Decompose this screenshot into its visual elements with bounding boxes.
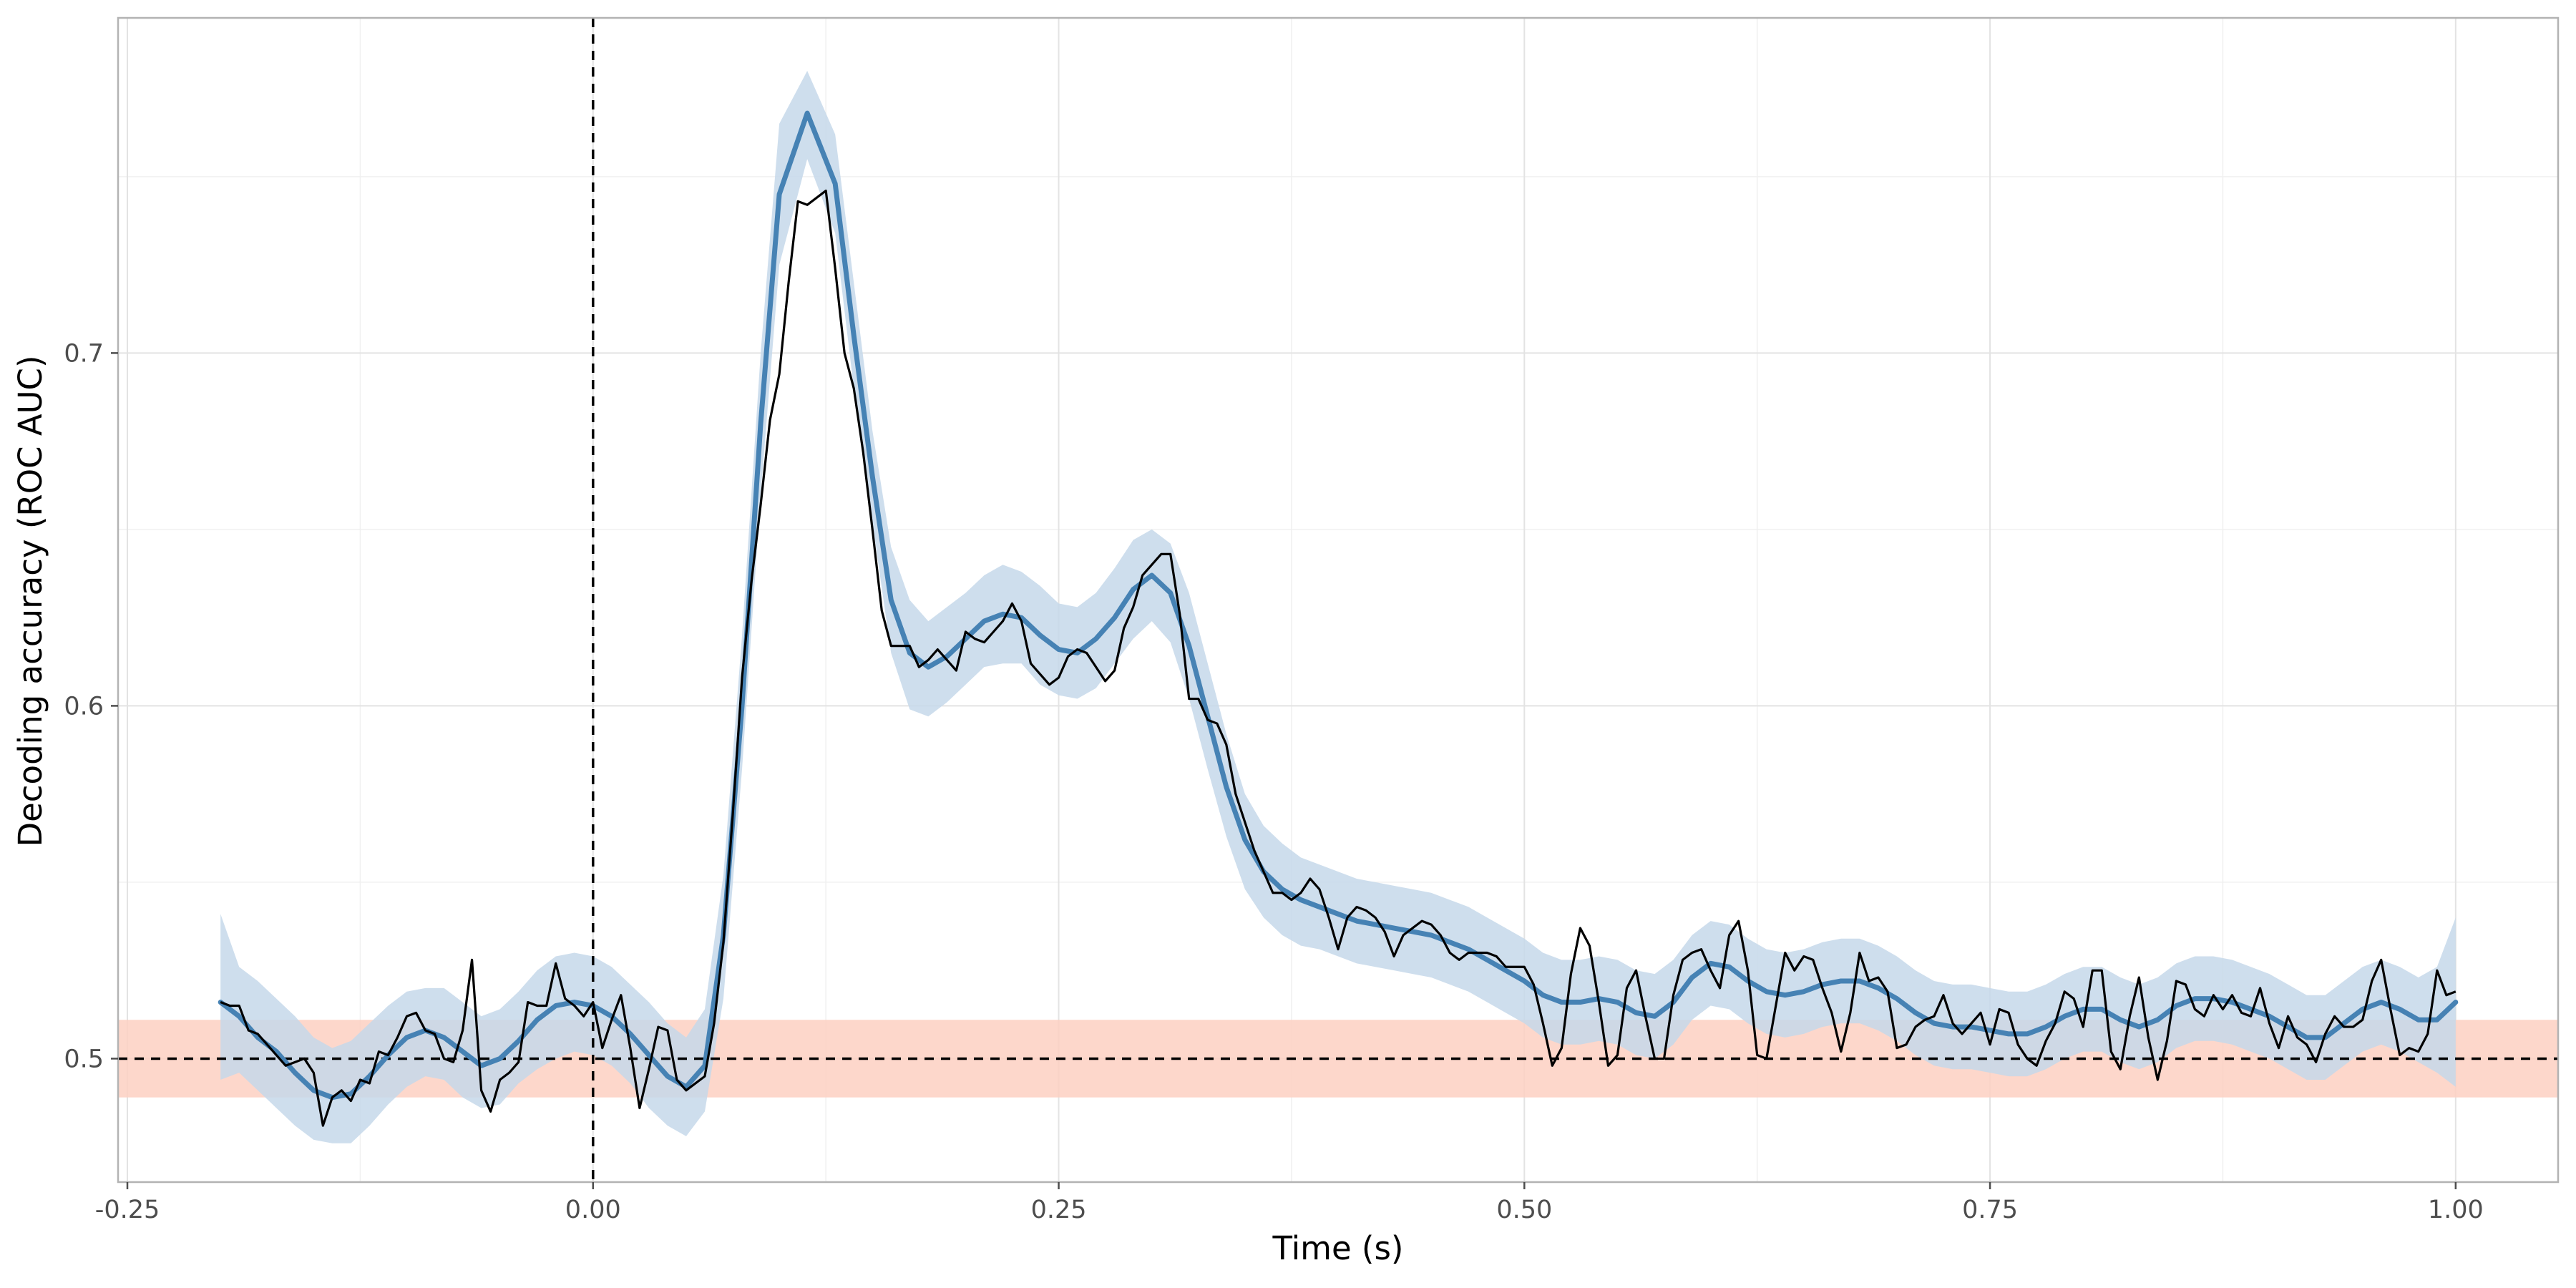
raw-accuracy-line — [220, 189, 2457, 1127]
x-axis-title: Time (s) — [1272, 1229, 1404, 1267]
x-tick-label: -0.25 — [95, 1196, 160, 1224]
reference-lines-layer — [118, 18, 2558, 1182]
x-tick-label: 1.00 — [2428, 1196, 2484, 1224]
y-tick-label: 0.5 — [64, 1045, 104, 1073]
y-tick-label: 0.7 — [64, 339, 104, 368]
x-tick-label: 0.75 — [1962, 1196, 2018, 1224]
x-tick-label: 0.00 — [565, 1196, 621, 1224]
plot-panel-border — [117, 16, 2560, 1184]
y-axis-ticks: 0.5 0.6 0.7 — [64, 339, 118, 1073]
series-lines-layer — [218, 110, 2459, 1127]
y-axis-title: Decoding accuracy (ROC AUC) — [11, 355, 49, 847]
x-axis-ticks: -0.25 0.00 0.25 0.50 0.75 1.00 — [95, 1182, 2484, 1224]
y-tick-label: 0.6 — [64, 692, 104, 721]
plot-frame-layer — [117, 16, 2560, 1184]
x-tick-label: 0.25 — [1031, 1196, 1087, 1224]
x-tick-label: 0.50 — [1496, 1196, 1552, 1224]
